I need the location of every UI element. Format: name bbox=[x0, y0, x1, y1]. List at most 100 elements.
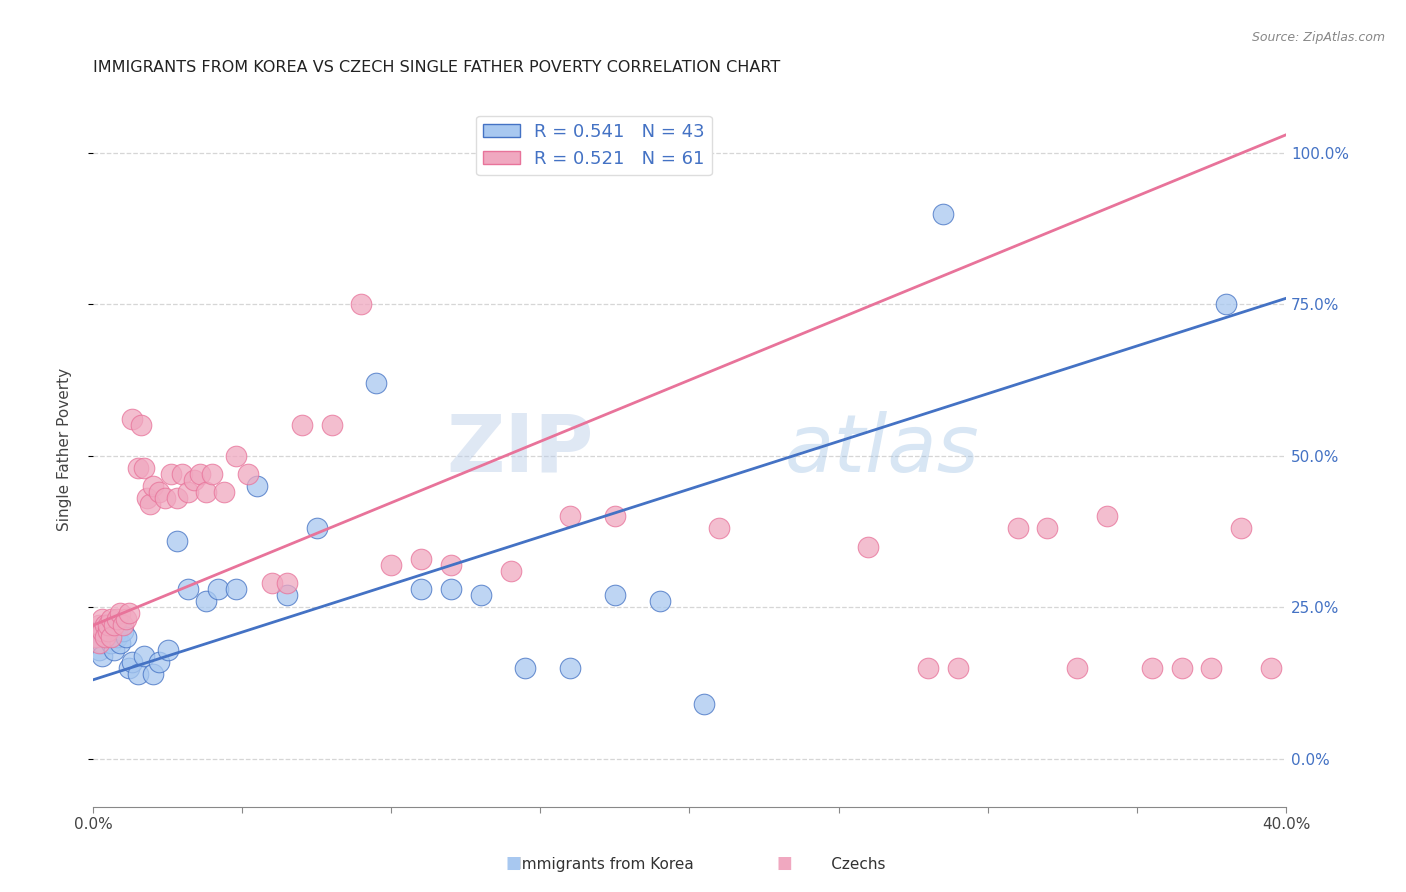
Point bbox=[932, 206, 955, 220]
Point bbox=[159, 467, 181, 481]
Point bbox=[917, 661, 939, 675]
Point bbox=[276, 576, 298, 591]
Point bbox=[1066, 661, 1088, 675]
Point bbox=[100, 612, 122, 626]
Point bbox=[121, 412, 143, 426]
Point bbox=[87, 642, 110, 657]
Point bbox=[1007, 521, 1029, 535]
Point bbox=[366, 376, 388, 390]
Point bbox=[148, 655, 170, 669]
Point bbox=[156, 642, 179, 657]
Point bbox=[195, 594, 218, 608]
Point bbox=[946, 661, 969, 675]
Point bbox=[1215, 297, 1237, 311]
Point bbox=[132, 461, 155, 475]
Point bbox=[305, 521, 328, 535]
Point bbox=[138, 497, 160, 511]
Point bbox=[103, 642, 125, 657]
Point bbox=[91, 612, 114, 626]
Point bbox=[166, 533, 188, 548]
Text: ZIP: ZIP bbox=[447, 410, 595, 489]
Point bbox=[1230, 521, 1253, 535]
Point bbox=[409, 551, 432, 566]
Point bbox=[94, 618, 117, 632]
Point bbox=[91, 648, 114, 663]
Text: Czechs: Czechs bbox=[801, 857, 886, 872]
Point bbox=[132, 648, 155, 663]
Point bbox=[94, 631, 117, 645]
Point bbox=[94, 631, 117, 645]
Point bbox=[560, 661, 582, 675]
Point bbox=[84, 631, 107, 645]
Point bbox=[1095, 509, 1118, 524]
Point bbox=[648, 594, 671, 608]
Point bbox=[515, 661, 537, 675]
Point bbox=[94, 618, 117, 632]
Point bbox=[166, 491, 188, 505]
Point bbox=[190, 467, 212, 481]
Point bbox=[172, 467, 194, 481]
Point bbox=[350, 297, 373, 311]
Point bbox=[97, 624, 120, 639]
Point bbox=[212, 485, 235, 500]
Point bbox=[103, 618, 125, 632]
Text: ■: ■ bbox=[505, 855, 522, 872]
Point bbox=[129, 418, 152, 433]
Point bbox=[260, 576, 283, 591]
Point bbox=[440, 582, 463, 596]
Point bbox=[91, 624, 114, 639]
Point bbox=[470, 588, 492, 602]
Point bbox=[118, 606, 141, 620]
Point bbox=[87, 624, 110, 639]
Point bbox=[183, 473, 205, 487]
Point bbox=[1140, 661, 1163, 675]
Point bbox=[91, 636, 114, 650]
Point bbox=[105, 612, 128, 626]
Point bbox=[1201, 661, 1223, 675]
Point bbox=[100, 636, 122, 650]
Text: IMMIGRANTS FROM KOREA VS CZECH SINGLE FATHER POVERTY CORRELATION CHART: IMMIGRANTS FROM KOREA VS CZECH SINGLE FA… bbox=[93, 60, 780, 75]
Point bbox=[693, 697, 716, 711]
Point bbox=[111, 624, 134, 639]
Point bbox=[153, 491, 176, 505]
Point bbox=[603, 509, 626, 524]
Text: atlas: atlas bbox=[785, 410, 980, 489]
Point bbox=[127, 666, 149, 681]
Point bbox=[127, 461, 149, 475]
Y-axis label: Single Father Poverty: Single Father Poverty bbox=[58, 368, 72, 532]
Point bbox=[236, 467, 259, 481]
Point bbox=[97, 624, 120, 639]
Point bbox=[321, 418, 343, 433]
Point bbox=[409, 582, 432, 596]
Point bbox=[111, 618, 134, 632]
Point bbox=[195, 485, 218, 500]
Point bbox=[207, 582, 229, 596]
Point bbox=[103, 618, 125, 632]
Point bbox=[108, 606, 131, 620]
Point bbox=[380, 558, 402, 572]
Legend: R = 0.541   N = 43, R = 0.521   N = 61: R = 0.541 N = 43, R = 0.521 N = 61 bbox=[477, 116, 711, 175]
Point bbox=[440, 558, 463, 572]
Point bbox=[87, 636, 110, 650]
Point bbox=[142, 666, 165, 681]
Point bbox=[225, 582, 247, 596]
Point bbox=[225, 449, 247, 463]
Point bbox=[603, 588, 626, 602]
Point bbox=[100, 631, 122, 645]
Point bbox=[121, 655, 143, 669]
Point bbox=[560, 509, 582, 524]
Point bbox=[118, 661, 141, 675]
Text: ■: ■ bbox=[776, 855, 793, 872]
Text: Source: ZipAtlas.com: Source: ZipAtlas.com bbox=[1251, 31, 1385, 45]
Point bbox=[105, 624, 128, 639]
Point bbox=[108, 636, 131, 650]
Point bbox=[142, 479, 165, 493]
Point bbox=[1170, 661, 1192, 675]
Point bbox=[87, 618, 110, 632]
Text: Immigrants from Korea: Immigrants from Korea bbox=[488, 857, 693, 872]
Point bbox=[201, 467, 224, 481]
Point bbox=[709, 521, 731, 535]
Point bbox=[114, 631, 136, 645]
Point bbox=[97, 618, 120, 632]
Point bbox=[246, 479, 269, 493]
